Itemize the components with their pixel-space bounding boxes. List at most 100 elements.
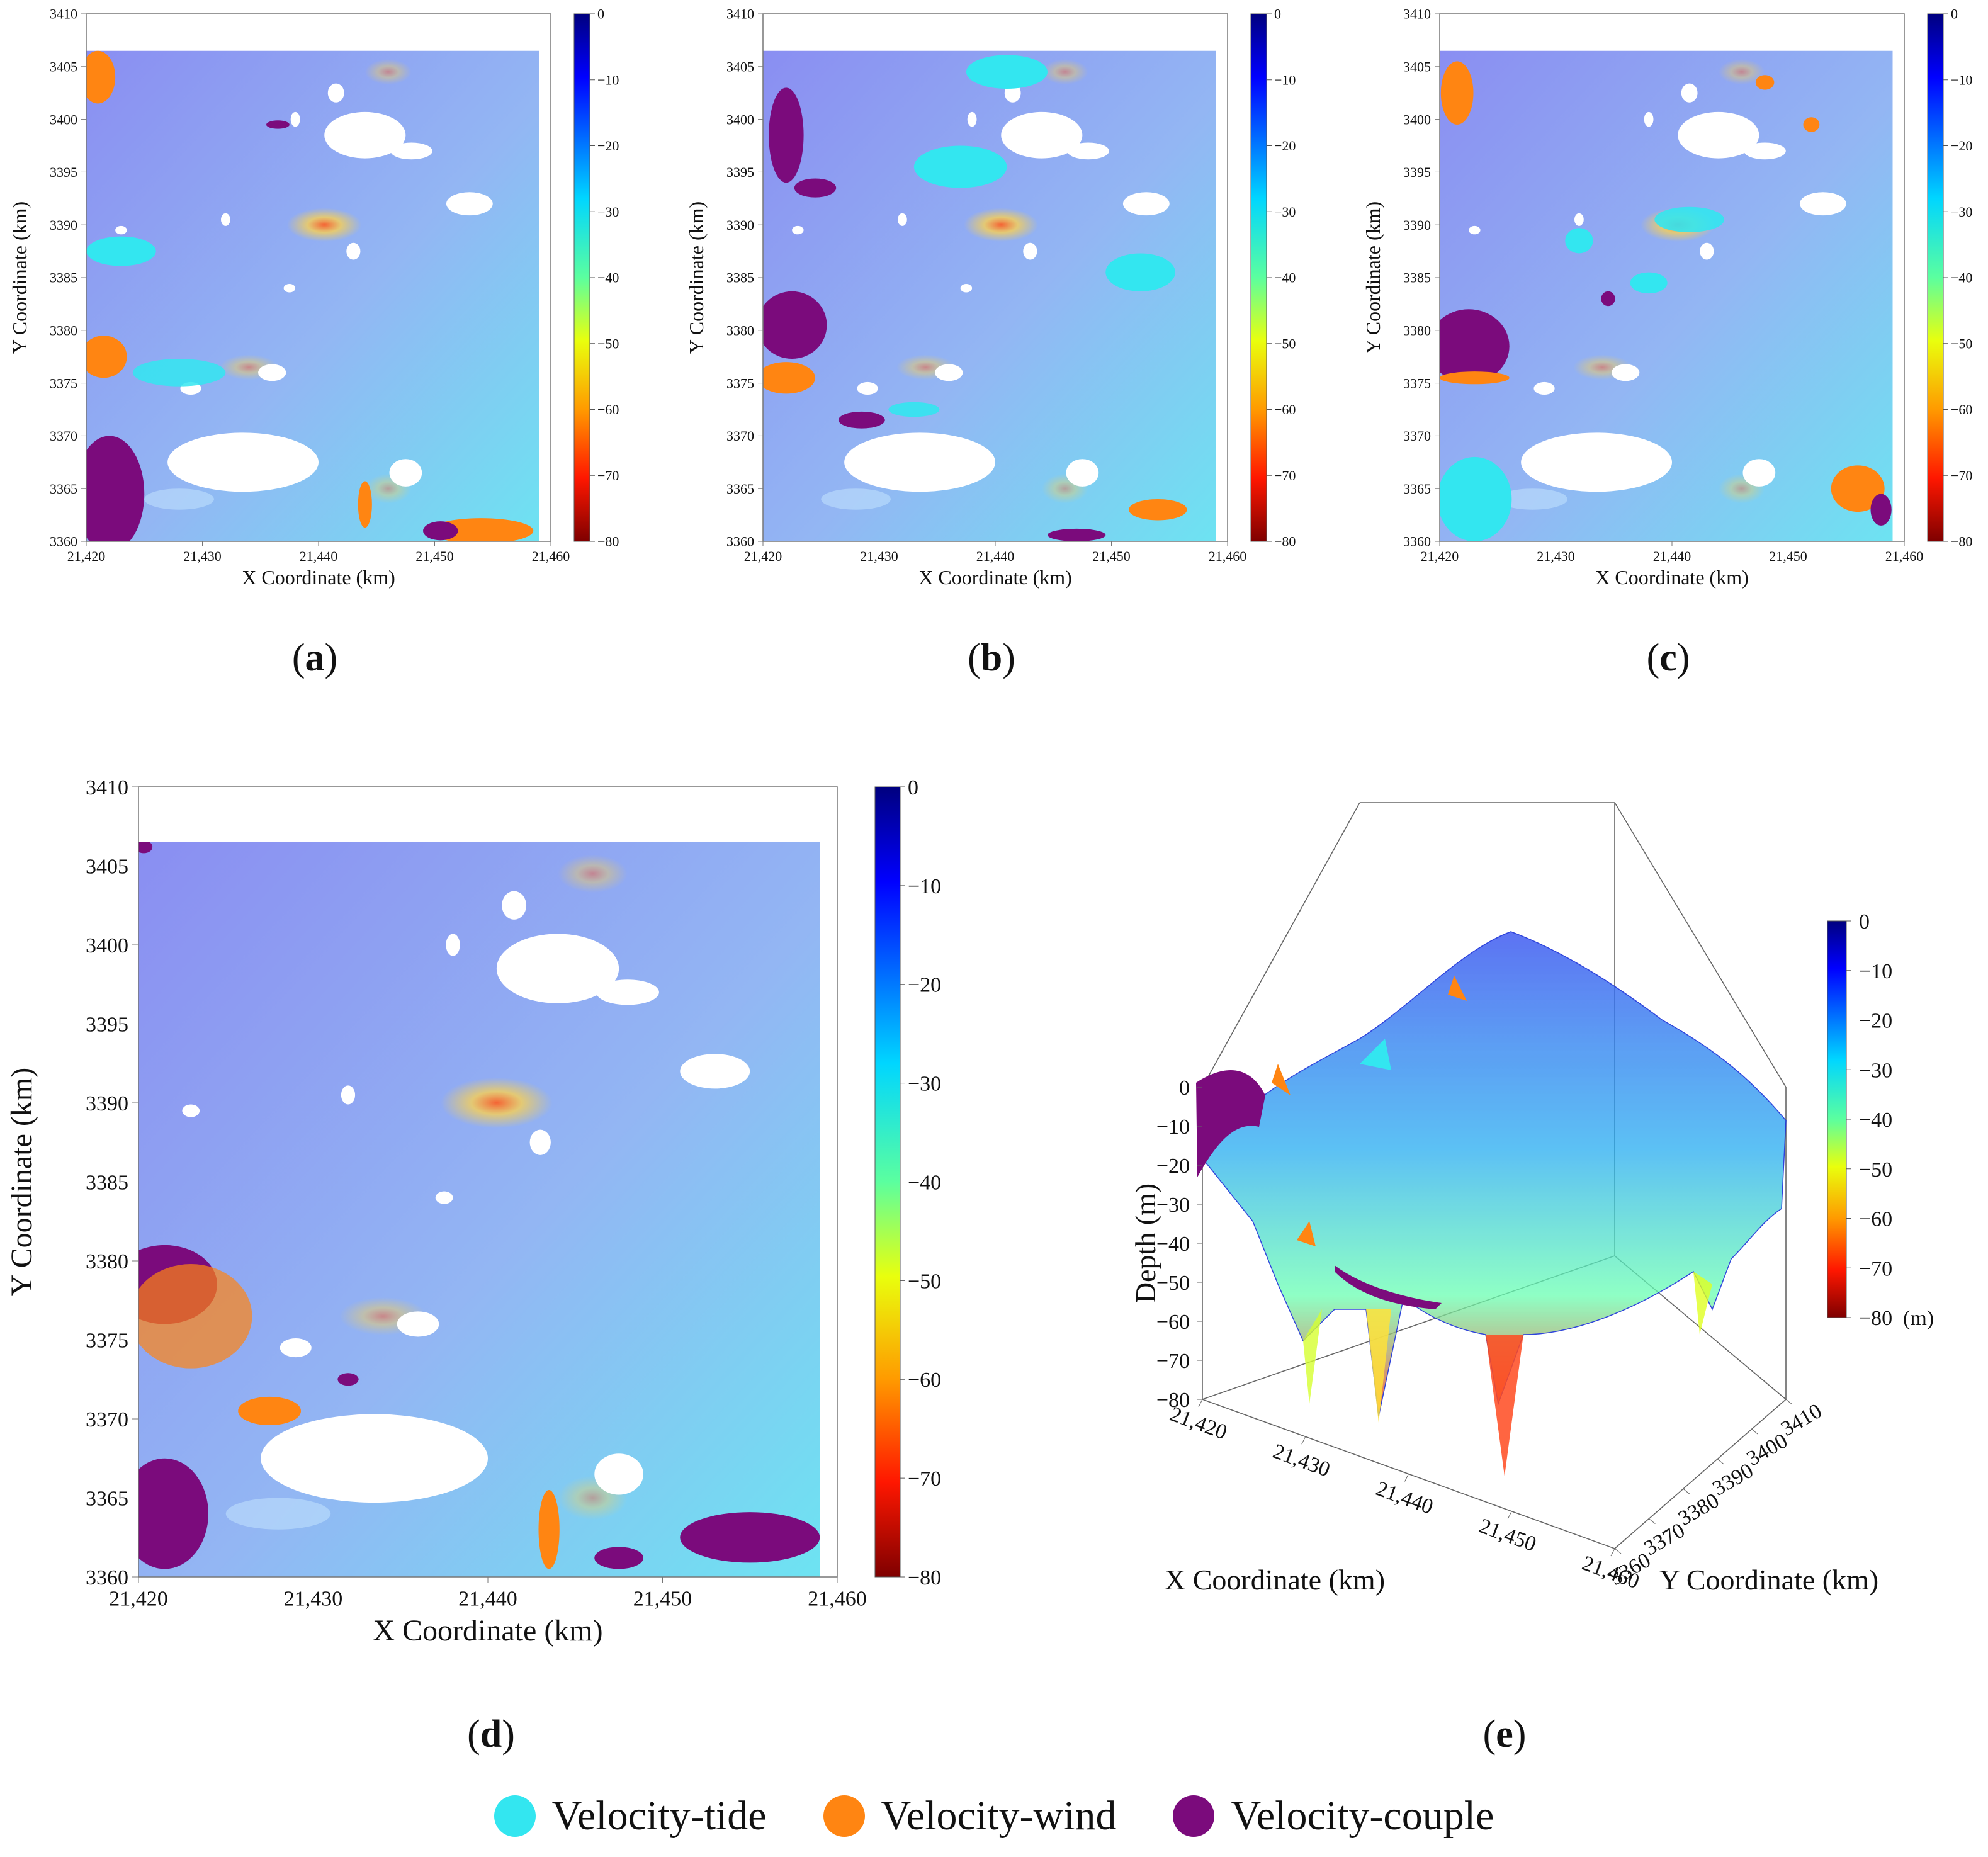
deep-hotspot (287, 208, 362, 242)
y-tick-label: 3410 (1777, 1399, 1826, 1441)
island (1469, 225, 1481, 235)
y-tick-label: 3375 (86, 1329, 128, 1352)
velocity-couple-region (1335, 1265, 1442, 1309)
y-tick-label: 3390 (50, 217, 77, 233)
y-tick-label: 3375 (50, 375, 77, 391)
island (341, 1085, 356, 1105)
shallow-streak (225, 1498, 331, 1530)
velocity-tide-region (1360, 1039, 1391, 1070)
colorbar-tick-label: −50 (908, 1270, 941, 1293)
island (1644, 111, 1654, 127)
x-tick-label: 21,450 (415, 548, 454, 564)
island (290, 111, 300, 127)
panel-label-d: (d) (467, 1713, 515, 1756)
x-axis-label: X Coordinate (km) (373, 1614, 602, 1647)
legend-item-wind: Velocity-wind (823, 1792, 1117, 1840)
x-tick-label: 21,460 (808, 1588, 867, 1611)
velocity-wind-region (358, 481, 372, 528)
velocity-tide-region (1440, 456, 1512, 541)
legend-label-wind: Velocity-wind (881, 1793, 1117, 1839)
y-tick-label: 3400 (1403, 111, 1431, 127)
y-tick-label: 3390 (726, 217, 754, 233)
island (857, 381, 878, 395)
island (390, 142, 432, 160)
legend-item-tide: Velocity-tide (494, 1792, 767, 1840)
velocity-couple-region (763, 291, 827, 359)
z-tick-label: −50 (1156, 1272, 1190, 1295)
velocity-couple-region (138, 1458, 208, 1569)
x-tick-label: 21,420 (744, 548, 782, 564)
x-tick (1610, 1548, 1615, 1557)
y-tick-label: 3380 (1403, 323, 1431, 339)
z-tick-label: −60 (1156, 1311, 1190, 1334)
y-tick-label: 3390 (1403, 217, 1431, 233)
y-axis-label: Y Coordinate (km) (1362, 201, 1384, 354)
colorbar-tick-label: −70 (908, 1467, 941, 1491)
colorbar-tick-label: −20 (1859, 1010, 1892, 1033)
y-tick-label: 3400 (726, 111, 754, 127)
velocity-wind-region (1440, 371, 1510, 385)
island (680, 1054, 750, 1089)
z-tick-label: −80 (1156, 1389, 1190, 1412)
y-tick-label: 3400 (86, 934, 128, 957)
island (261, 1414, 488, 1503)
y-tick (1614, 1548, 1622, 1554)
island (529, 1129, 551, 1155)
legend-swatch-tide (494, 1795, 536, 1837)
velocity-tide-region (1654, 206, 1725, 232)
colorbar-tick-label: −20 (908, 974, 941, 997)
velocity-couple-region (1601, 291, 1615, 307)
y-tick-label: 3380 (1675, 1489, 1723, 1530)
colorbar-tick-label: −80 (908, 1566, 941, 1589)
colorbar-tick-label: −70 (1274, 468, 1296, 483)
y-tick-label: 3380 (726, 323, 754, 339)
velocity-couple-region (423, 521, 458, 541)
island (1744, 142, 1786, 160)
island (1122, 192, 1170, 216)
colorbar-tick-label: −60 (908, 1369, 941, 1392)
y-tick-label: 3365 (86, 1487, 128, 1510)
island (182, 1104, 200, 1117)
y-tick-label: 3370 (1403, 428, 1431, 444)
z-tick-label: −70 (1156, 1350, 1190, 1373)
y-tick-label: 3375 (726, 375, 754, 391)
colorbar-tick-label: −80 (1951, 534, 1972, 550)
colorbar (875, 787, 900, 1577)
shallow-streak (821, 488, 891, 510)
velocity-tide-region (132, 359, 226, 387)
y-tick-label: 3370 (1640, 1518, 1688, 1560)
island (1521, 432, 1672, 492)
colorbar-tick-label: −40 (908, 1171, 941, 1194)
box-edge (1202, 802, 1360, 1088)
x-tick-label: 21,420 (67, 548, 106, 564)
velocity-couple-region (1196, 1070, 1265, 1177)
y-tick-label: 3360 (1403, 534, 1431, 550)
y-tick-label: 3375 (1403, 375, 1431, 391)
panel-label-c: (c) (1646, 636, 1690, 679)
legend: Velocity-tide Velocity-wind Velocity-cou… (0, 1788, 1988, 1844)
y-tick-label: 3360 (50, 534, 77, 550)
deep-hotspot (441, 1077, 553, 1129)
colorbar-tick-label: −10 (597, 72, 619, 87)
y-tick-label: 3410 (50, 6, 77, 22)
y-tick-label: 3395 (86, 1013, 128, 1036)
x-tick-label: 21,450 (1769, 548, 1807, 564)
x-axis-label: X Coordinate (km) (242, 566, 395, 589)
velocity-couple-region (337, 1373, 359, 1386)
x-tick-label: 21,420 (1166, 1403, 1230, 1445)
x-tick-label: 21,450 (1092, 548, 1131, 564)
panel-label-a: (a) (291, 636, 338, 679)
colorbar-tick-label: −50 (1274, 336, 1296, 351)
colorbar-tick-label: −80 (1859, 1307, 1892, 1330)
legend-swatch-couple (1173, 1795, 1215, 1837)
colorbar-tick-label: −50 (1951, 336, 1972, 351)
x-axis-label: X Coordinate (km) (1165, 1564, 1385, 1596)
colorbar-tick-label: −20 (1274, 138, 1296, 154)
depth-field (763, 50, 1216, 541)
y-tick-label: 3395 (50, 164, 77, 180)
y-tick-label: 3410 (726, 6, 754, 22)
colorbar-tick-label: −40 (1859, 1109, 1892, 1132)
chart-c: 21,420 21,430 21,440 21,450 21,460 3360 3365 33… (1362, 6, 1972, 589)
x-tick-label: 21,460 (1209, 548, 1247, 564)
velocity-couple-region (838, 411, 885, 429)
